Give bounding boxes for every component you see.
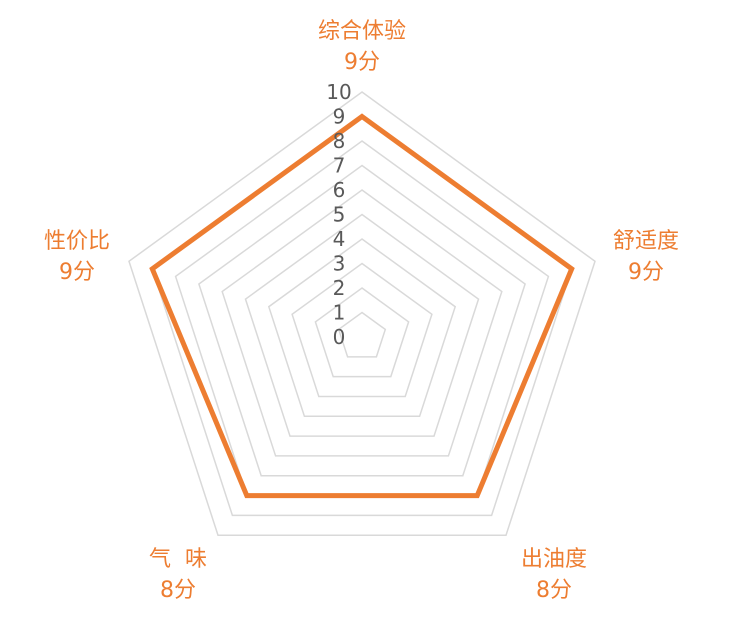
axis-label-1: 舒适度 — [613, 229, 679, 254]
series-layer — [149, 113, 575, 499]
grid-ring-6 — [221, 189, 503, 457]
grid-ring-10 — [128, 91, 596, 536]
tick-label-10: 10 — [326, 80, 351, 104]
axis-label-4: 性价比 — [44, 229, 110, 254]
tick-label-9: 9 — [333, 105, 346, 129]
tick-label-8: 8 — [333, 129, 346, 153]
tick-label-6: 6 — [333, 178, 346, 202]
score-label-1: 9分 — [628, 260, 664, 285]
grid-ring-2 — [314, 287, 410, 378]
axis-label-3: 气 味 — [149, 547, 207, 572]
tick-label-4: 4 — [333, 227, 346, 251]
score-label-2: 8分 — [536, 578, 572, 603]
series-line-0 — [149, 113, 575, 499]
grid-ring-7 — [198, 164, 526, 477]
score-label-0: 9分 — [344, 50, 380, 75]
tick-label-1: 1 — [333, 301, 346, 325]
grid-ring-3 — [291, 262, 433, 398]
grid-layer — [128, 91, 596, 536]
score-label-3: 8分 — [160, 578, 196, 603]
tick-label-5: 5 — [333, 203, 346, 227]
axis-label-0: 综合体验 — [318, 19, 406, 44]
grid-ring-5 — [244, 213, 480, 437]
tick-label-2: 2 — [333, 276, 346, 300]
tick-label-3: 3 — [333, 252, 346, 276]
tick-label-7: 7 — [333, 154, 346, 178]
grid-ring-1 — [337, 311, 387, 358]
grid-ring-4 — [267, 238, 457, 418]
tick-label-0: 0 — [333, 325, 346, 349]
axis-label-2: 出油度 — [521, 547, 587, 572]
score-label-4: 9分 — [59, 260, 95, 285]
